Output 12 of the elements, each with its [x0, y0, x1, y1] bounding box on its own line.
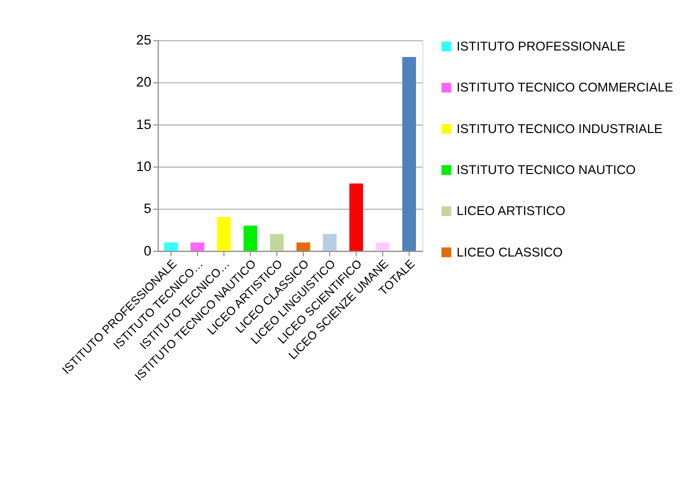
- y-tick-label: 5: [144, 201, 152, 216]
- legend-label: ISTITUTO TECNICO NAUTICO: [456, 162, 636, 177]
- y-tick-label: 10: [136, 159, 152, 174]
- legend-label: LICEO ARTISTICO: [456, 203, 566, 218]
- legend-label: ISTITUTO PROFESSIONALE: [456, 38, 626, 54]
- y-tick-label: 25: [136, 32, 152, 48]
- legend-label: ISTITUTO TECNICO COMMERCIALE: [456, 80, 674, 95]
- legend-label: LICEO CLASSICO: [456, 244, 563, 260]
- legend-label: ISTITUTO TECNICO INDUSTRIALE: [456, 120, 663, 136]
- y-tick-label: 0: [144, 243, 152, 258]
- y-tick-label: 15: [136, 116, 152, 132]
- y-tick-label: 20: [136, 74, 152, 90]
